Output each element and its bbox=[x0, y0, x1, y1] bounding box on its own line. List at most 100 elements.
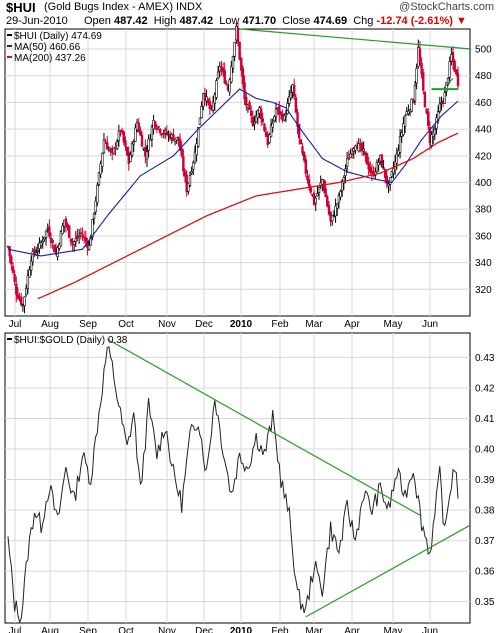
candle-body bbox=[213, 94, 217, 104]
candle-body bbox=[316, 193, 319, 196]
candle-body bbox=[182, 156, 185, 172]
candle-body bbox=[284, 114, 288, 117]
candle-body bbox=[256, 110, 260, 119]
candle-body bbox=[402, 123, 405, 135]
candle-body bbox=[448, 61, 451, 78]
price-y-tick-label: 440 bbox=[475, 125, 492, 136]
candle-body bbox=[299, 139, 303, 145]
candle-body bbox=[59, 231, 63, 247]
candle-body bbox=[377, 162, 380, 166]
candle-body bbox=[367, 162, 370, 170]
candle-body bbox=[41, 241, 44, 244]
price-y-tick-label: 340 bbox=[475, 258, 492, 269]
candle-body bbox=[92, 213, 96, 219]
candle-body bbox=[53, 244, 56, 253]
candle-body bbox=[453, 60, 456, 72]
candle-body bbox=[134, 127, 137, 142]
candle-body bbox=[205, 96, 208, 102]
ratio-x-tick-label: Mar bbox=[305, 626, 323, 633]
candle-body bbox=[15, 283, 18, 295]
price-x-tick-label: Mar bbox=[305, 319, 323, 330]
candle-body bbox=[365, 153, 369, 165]
candle-body bbox=[200, 105, 203, 118]
price-legend-label: $HUI (Daily) 474.69 bbox=[14, 31, 102, 42]
candle-body bbox=[369, 167, 372, 173]
ratio-panel: 0.35 0.36 0.37 0.38 0.39 0.40 0.41 0.42 0.43 Jul A… bbox=[4, 332, 495, 633]
candle-body bbox=[317, 186, 321, 194]
candle-body bbox=[115, 141, 119, 150]
candle-body bbox=[122, 131, 126, 143]
chg-down-arrow-icon: ▼ bbox=[455, 15, 467, 27]
price-y-tick-label: 380 bbox=[475, 205, 492, 216]
price-x-tick-label: Jul bbox=[9, 319, 22, 330]
chg-value: -12.74 (-2.61%) bbox=[376, 15, 453, 27]
candle-body bbox=[223, 70, 226, 84]
price-y-tick-label: 420 bbox=[475, 151, 492, 162]
candle-body bbox=[139, 130, 142, 136]
candle-body bbox=[451, 51, 455, 63]
candle-body bbox=[132, 141, 135, 145]
candle-body bbox=[225, 83, 228, 85]
ratio-x-tick-label: Sep bbox=[79, 626, 97, 633]
candle-body bbox=[94, 200, 97, 213]
chg-label: Chg bbox=[353, 15, 374, 27]
price-y-tick-label: 460 bbox=[475, 98, 492, 109]
candle-body bbox=[438, 103, 442, 112]
ratio-y-tick-label: 0.40 bbox=[475, 445, 495, 456]
ratio-x-tick-label: Aug bbox=[41, 626, 59, 633]
candle-body bbox=[124, 140, 127, 147]
close-value: 474.69 bbox=[313, 15, 348, 27]
price-trendline bbox=[444, 77, 454, 87]
ratio-y-tick-label: 0.39 bbox=[475, 475, 495, 486]
candle-body bbox=[74, 238, 78, 242]
candle-body bbox=[288, 96, 291, 104]
ratio-legend-label: $HUI:$GOLD (Daily) 0.38 bbox=[14, 335, 128, 346]
brand-watermark: @StockCharts.com bbox=[399, 1, 494, 13]
candle-body bbox=[11, 265, 15, 273]
quote-date: 29-Jun-2010 bbox=[6, 15, 68, 27]
price-y-tick-label: 320 bbox=[475, 285, 492, 296]
price-legend-swatch bbox=[7, 34, 12, 36]
price-x-tick-label: Oct bbox=[118, 319, 134, 330]
candle-body bbox=[289, 91, 293, 99]
candle-body bbox=[13, 274, 16, 282]
ratio-series-line bbox=[7, 346, 459, 624]
candle-body bbox=[154, 121, 157, 128]
candle-body bbox=[180, 148, 183, 157]
price-legend-swatch bbox=[7, 45, 12, 47]
candle-body bbox=[150, 126, 154, 140]
price-legend-label: MA(50) 460.66 bbox=[14, 42, 81, 53]
candle-body bbox=[69, 238, 73, 242]
price-y-tick-label: 360 bbox=[475, 231, 492, 242]
ratio-y-tick-label: 0.36 bbox=[475, 567, 495, 578]
candle-body bbox=[99, 163, 102, 175]
candle-body bbox=[415, 68, 418, 84]
candle-body bbox=[117, 130, 121, 142]
price-x-tick-label: 2010 bbox=[230, 319, 253, 330]
candle-body bbox=[337, 195, 341, 203]
candle-body bbox=[392, 168, 395, 174]
candle-body bbox=[324, 188, 327, 198]
candle-body bbox=[243, 82, 246, 100]
candle-body bbox=[96, 184, 99, 204]
candle-body bbox=[455, 69, 458, 75]
price-grid bbox=[5, 29, 470, 316]
open-label: Open bbox=[84, 15, 111, 27]
candle-body bbox=[390, 171, 394, 177]
candle-body bbox=[155, 128, 159, 130]
candle-body bbox=[336, 203, 339, 209]
low-label: Low bbox=[219, 15, 240, 27]
candle-body bbox=[221, 67, 225, 73]
candle-body bbox=[380, 154, 384, 168]
price-x-tick-label: Nov bbox=[158, 319, 176, 330]
candle-body bbox=[407, 110, 410, 114]
candle-body bbox=[294, 97, 298, 113]
candle-body bbox=[228, 79, 231, 93]
candle-body bbox=[251, 116, 255, 126]
candle-body bbox=[362, 148, 365, 152]
candle-body bbox=[198, 117, 202, 125]
candle-body bbox=[274, 108, 278, 118]
candle-body bbox=[233, 42, 236, 57]
candle-body bbox=[120, 130, 124, 133]
candle-body bbox=[211, 101, 215, 111]
